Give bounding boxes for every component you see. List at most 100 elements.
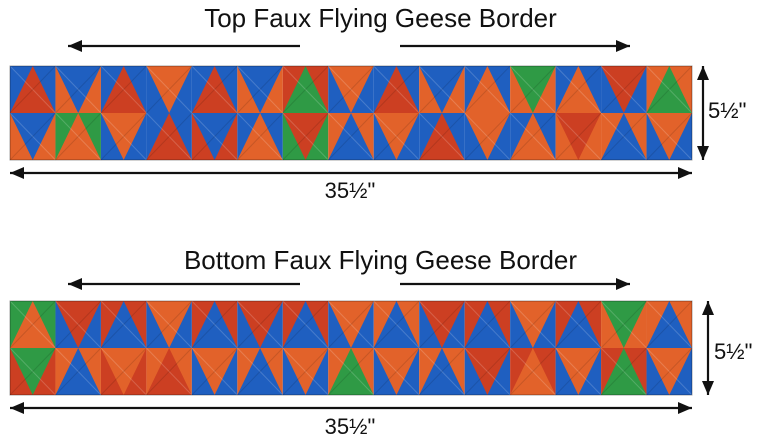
arrowhead <box>678 402 692 414</box>
block-seam <box>282 347 329 396</box>
block-seam <box>146 112 193 161</box>
block-seam <box>464 300 511 349</box>
block-seam <box>555 300 602 349</box>
goose-triangle <box>419 66 465 113</box>
block-seam <box>373 347 420 396</box>
goose-triangle <box>191 113 238 160</box>
direction-arrow-left <box>68 278 300 290</box>
goose-triangle <box>464 113 511 160</box>
goose-triangle <box>328 301 374 348</box>
goose-triangle <box>419 348 465 395</box>
arrowhead <box>702 381 714 395</box>
block-seam <box>373 112 420 161</box>
goose-triangle <box>100 113 147 160</box>
goose-triangle <box>373 66 420 113</box>
arrowhead <box>678 167 692 179</box>
bottom-border-strip <box>9 300 693 396</box>
goose-triangle <box>601 66 647 113</box>
block-seam <box>327 112 375 161</box>
block-seam <box>464 300 511 349</box>
strip-outline <box>9 65 693 161</box>
block-seam <box>418 65 466 114</box>
goose-triangle <box>146 301 192 348</box>
block-seam <box>327 112 375 161</box>
goose-triangle <box>601 348 647 395</box>
block-seam <box>646 112 693 161</box>
block-seam <box>282 65 329 114</box>
goose-triangle <box>510 113 556 160</box>
block-seam <box>646 65 693 114</box>
block-seam <box>509 347 556 396</box>
block-seam <box>509 65 556 114</box>
block-seam <box>191 347 238 396</box>
block-seam <box>55 65 102 114</box>
block-seam <box>509 300 556 349</box>
goose-triangle <box>510 66 556 113</box>
block-seam <box>373 112 420 161</box>
goose-triangle <box>419 113 465 160</box>
width-dimension-arrow <box>10 167 692 179</box>
block-seam <box>146 65 193 114</box>
goose-triangle <box>510 301 556 348</box>
block-seam <box>191 65 238 114</box>
block-seam <box>373 300 420 349</box>
block-seam <box>327 300 375 349</box>
block-seam <box>373 347 420 396</box>
arrowhead <box>10 167 24 179</box>
goose-triangle <box>601 301 647 348</box>
block-seam <box>464 112 511 161</box>
block-seam <box>100 112 147 161</box>
goose-triangle <box>55 66 101 113</box>
goose-triangle <box>237 66 283 113</box>
goose-triangle <box>10 301 56 348</box>
goose-triangle <box>328 113 374 160</box>
block-seam <box>555 65 602 114</box>
block-seam <box>282 112 329 161</box>
block-seam <box>555 300 602 349</box>
block-seam <box>600 65 647 114</box>
height-dimension-arrow <box>702 301 714 395</box>
block-seam <box>282 112 329 161</box>
block-seam <box>146 65 193 114</box>
goose-triangle <box>282 348 329 395</box>
block-seam <box>646 347 693 396</box>
goose-triangle <box>646 301 692 348</box>
block-seam <box>282 347 329 396</box>
block-seam <box>327 347 375 396</box>
goose-triangle <box>237 301 283 348</box>
block-seam <box>418 347 466 396</box>
arrowhead <box>697 146 709 160</box>
arrowhead <box>68 40 82 52</box>
block-seam <box>55 347 102 396</box>
goose-triangle <box>646 113 692 160</box>
bottom-border-title: Bottom Faux Flying Geese Border <box>183 245 578 275</box>
block-seam <box>55 300 102 349</box>
block-seam <box>9 112 56 161</box>
block-seam <box>146 347 193 396</box>
goose-triangle <box>282 301 329 348</box>
goose-triangle <box>100 348 147 395</box>
goose-triangle <box>191 348 238 395</box>
block-seam <box>646 65 693 114</box>
block-seam <box>464 347 511 396</box>
goose-triangle <box>555 301 602 348</box>
block-seam <box>327 65 375 114</box>
direction-arrow-left <box>68 40 300 52</box>
block-seam <box>555 65 602 114</box>
block-seam <box>100 347 147 396</box>
block-seam <box>191 112 238 161</box>
block-seam <box>646 112 693 161</box>
block-seam <box>327 347 375 396</box>
block-seam <box>373 300 420 349</box>
block-seam <box>236 65 284 114</box>
block-seam <box>236 347 284 396</box>
goose-triangle <box>510 348 556 395</box>
goose-triangle <box>55 301 101 348</box>
block-seam <box>55 300 102 349</box>
goose-triangle <box>464 348 511 395</box>
goose-triangle <box>10 113 56 160</box>
block-seam <box>55 347 102 396</box>
direction-arrow-right <box>400 278 630 290</box>
block-seam <box>555 112 602 161</box>
